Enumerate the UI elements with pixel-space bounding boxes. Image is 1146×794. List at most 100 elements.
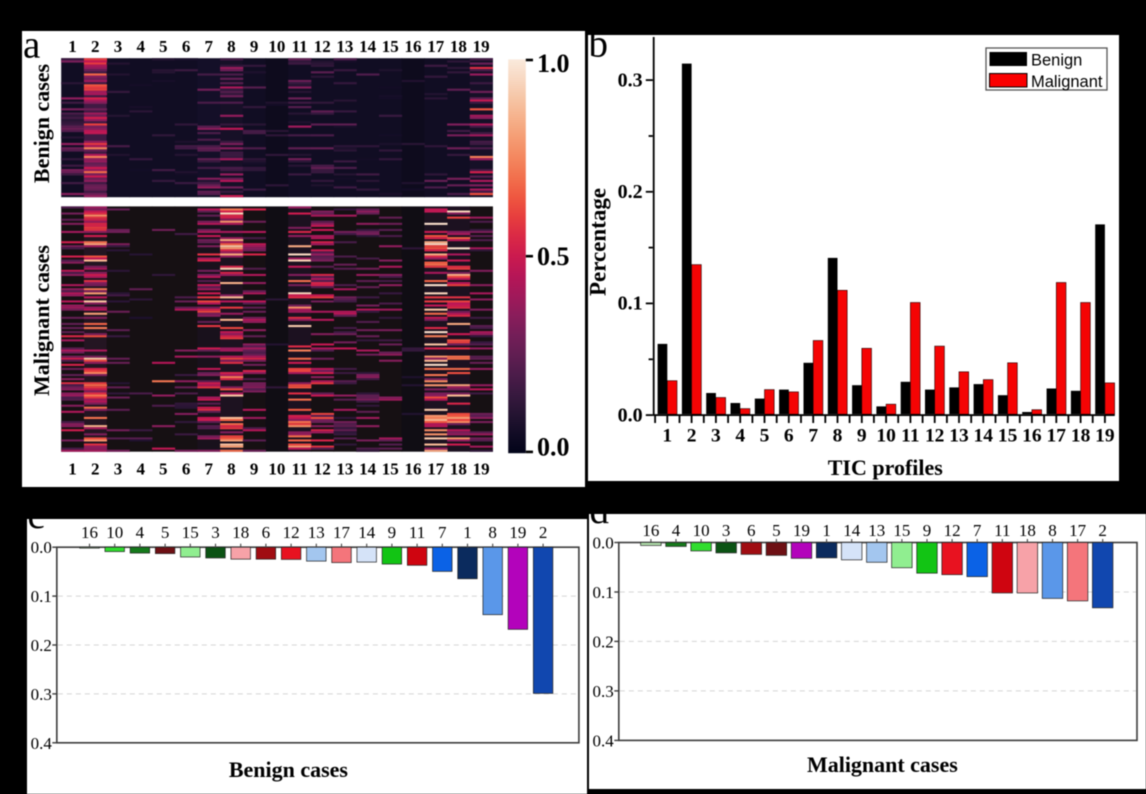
- svg-text:2: 2: [687, 425, 697, 446]
- svg-text:2: 2: [91, 37, 100, 56]
- svg-text:14: 14: [843, 521, 860, 540]
- svg-text:9: 9: [923, 521, 932, 540]
- svg-text:b: b: [589, 35, 609, 66]
- svg-text:Malignant cases: Malignant cases: [807, 752, 958, 777]
- svg-text:9: 9: [250, 37, 259, 56]
- svg-text:14: 14: [974, 425, 994, 446]
- svg-text:5: 5: [772, 521, 781, 540]
- svg-text:4: 4: [136, 523, 145, 542]
- svg-text:7: 7: [205, 37, 214, 56]
- svg-text:19: 19: [793, 521, 810, 540]
- svg-text:13: 13: [336, 37, 353, 56]
- svg-text:4: 4: [672, 521, 681, 540]
- svg-text:1.0: 1.0: [537, 49, 570, 78]
- svg-text:0.0: 0.0: [593, 534, 614, 553]
- svg-text:13: 13: [308, 523, 325, 542]
- svg-text:0.1: 0.1: [31, 587, 52, 606]
- svg-text:12: 12: [944, 521, 961, 540]
- svg-text:9: 9: [388, 523, 397, 542]
- svg-text:7: 7: [808, 425, 818, 446]
- svg-text:0.3: 0.3: [618, 69, 643, 91]
- svg-text:8: 8: [227, 37, 236, 56]
- svg-text:10: 10: [268, 459, 285, 478]
- svg-text:a: a: [23, 31, 40, 67]
- svg-text:11: 11: [901, 425, 919, 446]
- svg-text:1: 1: [463, 523, 472, 542]
- svg-text:Malignant cases: Malignant cases: [29, 244, 54, 395]
- svg-text:3: 3: [114, 459, 123, 478]
- svg-text:6: 6: [182, 459, 191, 478]
- svg-text:12: 12: [925, 425, 944, 446]
- svg-text:4: 4: [136, 37, 145, 56]
- svg-text:8: 8: [833, 425, 843, 446]
- svg-text:13: 13: [336, 459, 353, 478]
- svg-text:0.0: 0.0: [537, 432, 570, 461]
- svg-text:19: 19: [473, 37, 490, 56]
- svg-text:15: 15: [382, 459, 399, 478]
- svg-text:Benign cases: Benign cases: [29, 63, 54, 183]
- svg-text:19: 19: [473, 459, 490, 478]
- svg-text:8: 8: [227, 459, 236, 478]
- svg-text:17: 17: [1069, 521, 1086, 540]
- svg-text:7: 7: [438, 523, 447, 542]
- svg-text:11: 11: [994, 521, 1010, 540]
- svg-text:TIC profiles: TIC profiles: [828, 455, 943, 480]
- svg-text:12: 12: [283, 523, 300, 542]
- svg-text:15: 15: [894, 521, 911, 540]
- svg-text:0.1: 0.1: [593, 583, 614, 602]
- svg-text:9: 9: [250, 459, 259, 478]
- svg-text:5: 5: [161, 523, 170, 542]
- svg-text:13: 13: [869, 521, 886, 540]
- svg-text:8: 8: [488, 523, 497, 542]
- svg-text:3: 3: [114, 37, 123, 56]
- svg-text:18: 18: [1019, 521, 1036, 540]
- svg-text:18: 18: [450, 37, 467, 56]
- svg-text:10: 10: [268, 37, 285, 56]
- svg-text:13: 13: [949, 425, 969, 446]
- svg-text:10: 10: [693, 521, 710, 540]
- svg-text:6: 6: [784, 425, 794, 446]
- svg-text:Percentage: Percentage: [588, 188, 611, 296]
- svg-text:15: 15: [182, 523, 199, 542]
- svg-text:0.3: 0.3: [593, 682, 614, 701]
- svg-text:19: 19: [1095, 425, 1115, 446]
- svg-text:Benign: Benign: [1031, 52, 1082, 70]
- svg-text:16: 16: [81, 523, 98, 542]
- svg-text:11: 11: [292, 459, 308, 478]
- svg-text:0.0: 0.0: [618, 404, 643, 426]
- svg-text:6: 6: [182, 37, 191, 56]
- svg-text:0.3: 0.3: [31, 685, 52, 704]
- svg-text:15: 15: [382, 37, 399, 56]
- svg-text:0.4: 0.4: [31, 734, 53, 753]
- svg-text:c: c: [28, 519, 45, 537]
- svg-text:16: 16: [643, 521, 660, 540]
- svg-text:3: 3: [722, 521, 731, 540]
- svg-text:4: 4: [136, 459, 145, 478]
- svg-text:17: 17: [427, 459, 445, 478]
- svg-text:19: 19: [509, 523, 526, 542]
- svg-text:7: 7: [973, 521, 982, 540]
- svg-text:11: 11: [409, 523, 425, 542]
- svg-text:12: 12: [314, 37, 331, 56]
- svg-text:6: 6: [262, 523, 271, 542]
- svg-text:1: 1: [68, 459, 77, 478]
- svg-text:16: 16: [405, 37, 422, 56]
- svg-text:0.2: 0.2: [618, 181, 643, 203]
- svg-text:4: 4: [735, 425, 745, 446]
- svg-text:18: 18: [232, 523, 249, 542]
- svg-text:15: 15: [998, 425, 1018, 446]
- svg-text:0.5: 0.5: [537, 242, 570, 271]
- svg-text:10: 10: [106, 523, 123, 542]
- svg-text:0.2: 0.2: [31, 636, 52, 655]
- svg-text:17: 17: [333, 523, 350, 542]
- svg-text:8: 8: [1049, 521, 1058, 540]
- svg-text:18: 18: [450, 459, 467, 478]
- svg-text:1: 1: [68, 37, 77, 56]
- svg-text:1: 1: [823, 521, 832, 540]
- svg-text:18: 18: [1071, 425, 1091, 446]
- svg-text:11: 11: [292, 37, 308, 56]
- svg-text:14: 14: [359, 37, 377, 56]
- svg-text:2: 2: [91, 459, 100, 478]
- svg-text:5: 5: [159, 459, 168, 478]
- svg-text:17: 17: [427, 37, 445, 56]
